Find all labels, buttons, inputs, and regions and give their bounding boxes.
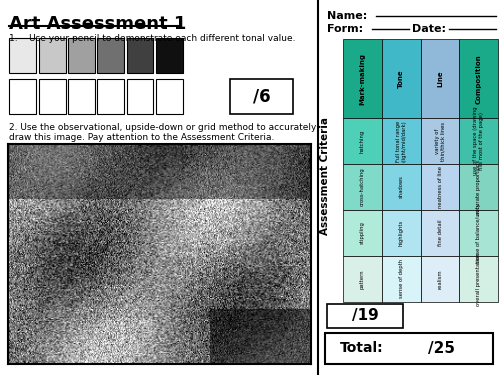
Text: Date:: Date: <box>412 24 446 34</box>
Text: fine detail: fine detail <box>438 220 442 246</box>
FancyBboxPatch shape <box>98 38 124 73</box>
Text: 1.    Use your pencil to demonstrate each different tonal value.: 1. Use your pencil to demonstrate each d… <box>10 34 296 43</box>
Text: Mark-making: Mark-making <box>360 53 366 105</box>
Text: Line: Line <box>437 70 443 87</box>
FancyBboxPatch shape <box>420 210 460 256</box>
FancyBboxPatch shape <box>68 38 95 73</box>
Text: sense of balance/unity: sense of balance/unity <box>476 203 482 263</box>
Text: Name:: Name: <box>326 11 367 21</box>
FancyBboxPatch shape <box>460 210 498 256</box>
FancyBboxPatch shape <box>420 118 460 164</box>
FancyBboxPatch shape <box>10 79 36 114</box>
Text: /25: /25 <box>428 341 455 356</box>
Text: Form:: Form: <box>326 24 363 34</box>
FancyBboxPatch shape <box>230 79 293 114</box>
FancyBboxPatch shape <box>10 38 36 73</box>
Text: shadows: shadows <box>398 176 404 198</box>
FancyBboxPatch shape <box>343 210 382 256</box>
Text: hatching: hatching <box>360 129 365 153</box>
FancyBboxPatch shape <box>343 164 382 210</box>
FancyBboxPatch shape <box>343 118 382 164</box>
FancyBboxPatch shape <box>460 39 498 118</box>
Text: Composition: Composition <box>476 54 482 104</box>
Text: Full tonal range
(light/mid/dark): Full tonal range (light/mid/dark) <box>396 120 406 162</box>
Text: cross-hatching: cross-hatching <box>360 168 365 206</box>
Text: use of the space (drawing
fills most of the page): use of the space (drawing fills most of … <box>474 107 484 176</box>
Text: sense of depth: sense of depth <box>398 260 404 299</box>
FancyBboxPatch shape <box>325 333 492 364</box>
FancyBboxPatch shape <box>98 79 124 114</box>
FancyBboxPatch shape <box>420 164 460 210</box>
FancyBboxPatch shape <box>126 79 154 114</box>
Text: draw this image. Pay attention to the Assessment Criteria.: draw this image. Pay attention to the As… <box>10 133 275 142</box>
Text: /6: /6 <box>252 88 270 106</box>
FancyBboxPatch shape <box>382 256 420 302</box>
Text: pattern: pattern <box>360 269 365 289</box>
FancyBboxPatch shape <box>343 39 382 118</box>
FancyBboxPatch shape <box>156 38 182 73</box>
Text: neatness of line: neatness of line <box>438 166 442 208</box>
FancyBboxPatch shape <box>156 79 182 114</box>
FancyBboxPatch shape <box>382 164 420 210</box>
Text: /19: /19 <box>352 308 378 323</box>
FancyBboxPatch shape <box>38 79 66 114</box>
Text: accurate proportions: accurate proportions <box>476 159 482 214</box>
Text: stippling: stippling <box>360 222 365 245</box>
FancyBboxPatch shape <box>460 256 498 302</box>
Text: 2. Use the observational, upside-down or grid method to accurately: 2. Use the observational, upside-down or… <box>10 123 317 132</box>
FancyBboxPatch shape <box>382 210 420 256</box>
FancyBboxPatch shape <box>420 39 460 118</box>
Text: highlights: highlights <box>398 220 404 246</box>
FancyBboxPatch shape <box>68 79 95 114</box>
FancyBboxPatch shape <box>382 39 420 118</box>
Text: Total:: Total: <box>340 341 383 356</box>
FancyBboxPatch shape <box>382 118 420 164</box>
Text: realism: realism <box>438 269 442 289</box>
Text: overall presentation: overall presentation <box>476 252 482 306</box>
FancyBboxPatch shape <box>460 118 498 164</box>
Text: Assessment Criteria: Assessment Criteria <box>320 117 330 235</box>
Text: Art Assessment 1: Art Assessment 1 <box>10 15 187 33</box>
FancyBboxPatch shape <box>38 38 66 73</box>
FancyBboxPatch shape <box>420 256 460 302</box>
FancyBboxPatch shape <box>126 38 154 73</box>
Text: variety of
thin/thick lines: variety of thin/thick lines <box>434 122 446 160</box>
FancyBboxPatch shape <box>343 256 382 302</box>
Text: Tone: Tone <box>398 69 404 88</box>
FancyBboxPatch shape <box>326 304 404 328</box>
FancyBboxPatch shape <box>460 164 498 210</box>
